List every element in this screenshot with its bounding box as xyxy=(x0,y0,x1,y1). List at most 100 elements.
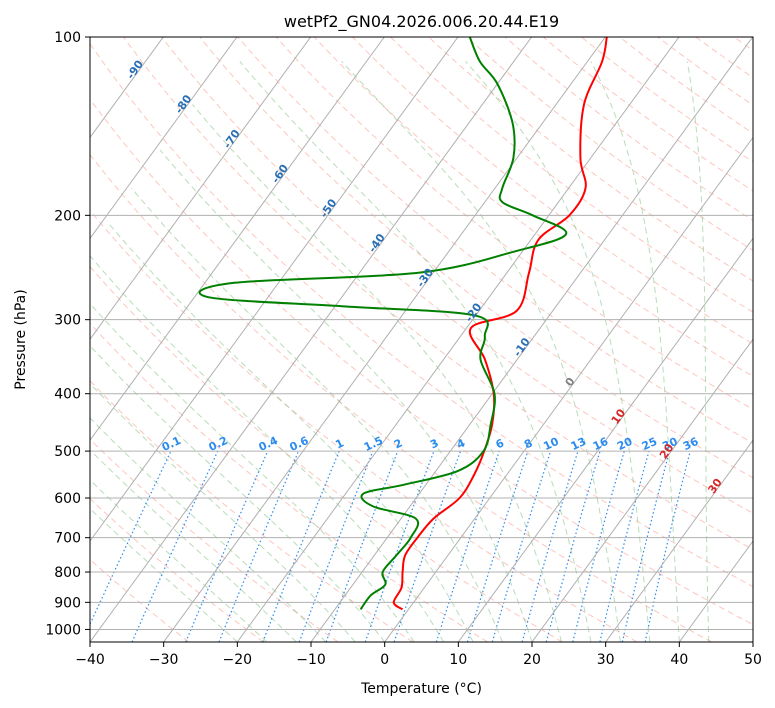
dry-adiabat-line xyxy=(90,154,712,642)
mixing-ratio-line xyxy=(644,450,691,642)
mixing-ratio-line xyxy=(599,450,650,642)
dry-adiabat-line xyxy=(123,37,753,551)
y-tick-label: 100 xyxy=(54,30,81,46)
x-tick-label: −20 xyxy=(223,652,253,668)
moist-adiabat-line xyxy=(90,479,268,642)
moist-adiabat-line xyxy=(90,255,445,642)
isotherm-label: -40 xyxy=(366,231,388,255)
mixing-ratio-line xyxy=(364,450,435,642)
moist-adiabat-line xyxy=(465,61,651,642)
x-tick-label: 30 xyxy=(597,652,615,668)
isotherm-label: 40 xyxy=(754,510,774,530)
moist-adiabat-line xyxy=(90,302,415,642)
dry-adiabat-line xyxy=(90,498,264,642)
x-tick-label: −40 xyxy=(75,652,105,668)
isotherm-line xyxy=(90,37,533,642)
dry-adiabat-line xyxy=(90,98,753,626)
chart-title: wetPf2_GN04.2026.006.20.44.E19 xyxy=(284,12,559,32)
dry-adiabat-line xyxy=(352,37,753,345)
isotherm-label: -10 xyxy=(511,335,533,359)
isotherm-label: 0 xyxy=(563,375,578,389)
dry-adiabat-line xyxy=(733,37,753,52)
background-lines xyxy=(90,37,753,642)
dry-adiabat-line xyxy=(237,37,753,444)
mixing-ratio-line xyxy=(572,450,625,642)
moist-adiabat-line xyxy=(90,345,386,642)
mixing-ratio-line xyxy=(435,450,500,642)
dry-adiabat-line xyxy=(90,438,339,642)
dewpoint-line xyxy=(198,37,568,610)
y-tick-label: 700 xyxy=(54,531,81,547)
mixing-ratio-line xyxy=(325,450,399,642)
dry-adiabat-line xyxy=(390,37,753,313)
isotherm-line xyxy=(163,37,606,642)
y-axis-title: Pressure (hPa) xyxy=(13,289,29,389)
moist-adiabat-line xyxy=(192,104,562,642)
moist-adiabat-line xyxy=(90,382,356,642)
isotherm-line xyxy=(90,37,385,442)
dry-adiabat-line xyxy=(542,37,753,192)
isotherm-line xyxy=(678,540,753,642)
dry-adiabat-line xyxy=(428,37,753,282)
moist-adiabat-line xyxy=(90,417,327,642)
moist-adiabat-line xyxy=(341,61,621,642)
isotherm-line xyxy=(90,37,312,341)
x-tick-label: 10 xyxy=(449,652,467,668)
y-tick-label: 900 xyxy=(54,595,81,611)
dry-adiabat-line xyxy=(504,37,753,221)
x-tick-label: −10 xyxy=(296,652,326,668)
dry-adiabat-line xyxy=(90,265,563,642)
y-tick-label: 800 xyxy=(54,565,81,581)
x-tick-label: 50 xyxy=(744,652,762,668)
isotherm-line xyxy=(605,439,753,642)
inline-labels: 0.1 0.2 0.4 0.6 1 1.5 2 3 4 6 8 10 13 16 20 25 30 36-100-… xyxy=(90,37,774,530)
isotherm-line xyxy=(236,37,680,642)
moist-adiabat-line xyxy=(106,221,474,642)
isotherm-line xyxy=(310,37,753,642)
moist-adiabat-line xyxy=(239,61,592,642)
isotherm-label: 10 xyxy=(609,406,629,426)
isotherm-label: -60 xyxy=(269,162,291,186)
mixing-ratio-line xyxy=(131,450,219,642)
mixing-ratio-label: 2 xyxy=(392,436,404,451)
mixing-ratio-line xyxy=(298,450,374,642)
y-tick-label: 600 xyxy=(54,491,81,507)
dry-adiabat-line xyxy=(313,37,753,377)
isotherm-label: -70 xyxy=(221,127,243,151)
isotherm-line xyxy=(531,338,753,642)
isotherm-line xyxy=(384,136,753,642)
dry-adiabat-line xyxy=(199,37,753,479)
mixing-ratio-label: 20 xyxy=(615,435,635,453)
mixing-ratio-label: 10 xyxy=(541,435,561,453)
moist-adiabat-line xyxy=(90,449,297,642)
mixing-ratio-label: 13 xyxy=(569,435,588,453)
moist-adiabat-line xyxy=(686,61,710,642)
isotherm-label: -90 xyxy=(124,58,146,82)
y-tick-label: 400 xyxy=(54,387,81,403)
mixing-ratio-line xyxy=(521,450,579,642)
x-tick-label: 40 xyxy=(670,652,688,668)
mixing-ratio-line xyxy=(545,450,601,642)
mixing-ratio-line xyxy=(621,450,671,642)
x-tick-label: 0 xyxy=(380,652,389,668)
mixing-ratio-label: 4 xyxy=(455,436,468,451)
mixing-ratio-line xyxy=(491,450,552,642)
isotherm-line xyxy=(90,37,459,542)
mixing-ratio-label: 1 xyxy=(333,436,345,451)
mixing-ratio-line xyxy=(466,450,529,642)
plot-frame xyxy=(89,36,754,643)
x-axis: −40 −30 −20 −10 0 10 20 30 40 50 xyxy=(75,642,762,668)
dry-adiabat-line xyxy=(695,37,753,79)
x-axis-title: Temperature (°C) xyxy=(360,681,482,697)
data-lines xyxy=(198,37,608,611)
dry-adiabat-line xyxy=(90,42,753,588)
isotherm-line xyxy=(457,237,753,642)
dry-adiabat-line xyxy=(90,322,488,642)
moist-adiabat-line xyxy=(159,149,533,642)
mixing-ratio-label: 36 xyxy=(681,435,701,453)
x-tick-label: 20 xyxy=(523,652,541,668)
mixing-ratio-label: 6 xyxy=(494,436,507,451)
dry-adiabat-line xyxy=(275,37,753,410)
isotherm-label: -80 xyxy=(172,92,194,116)
